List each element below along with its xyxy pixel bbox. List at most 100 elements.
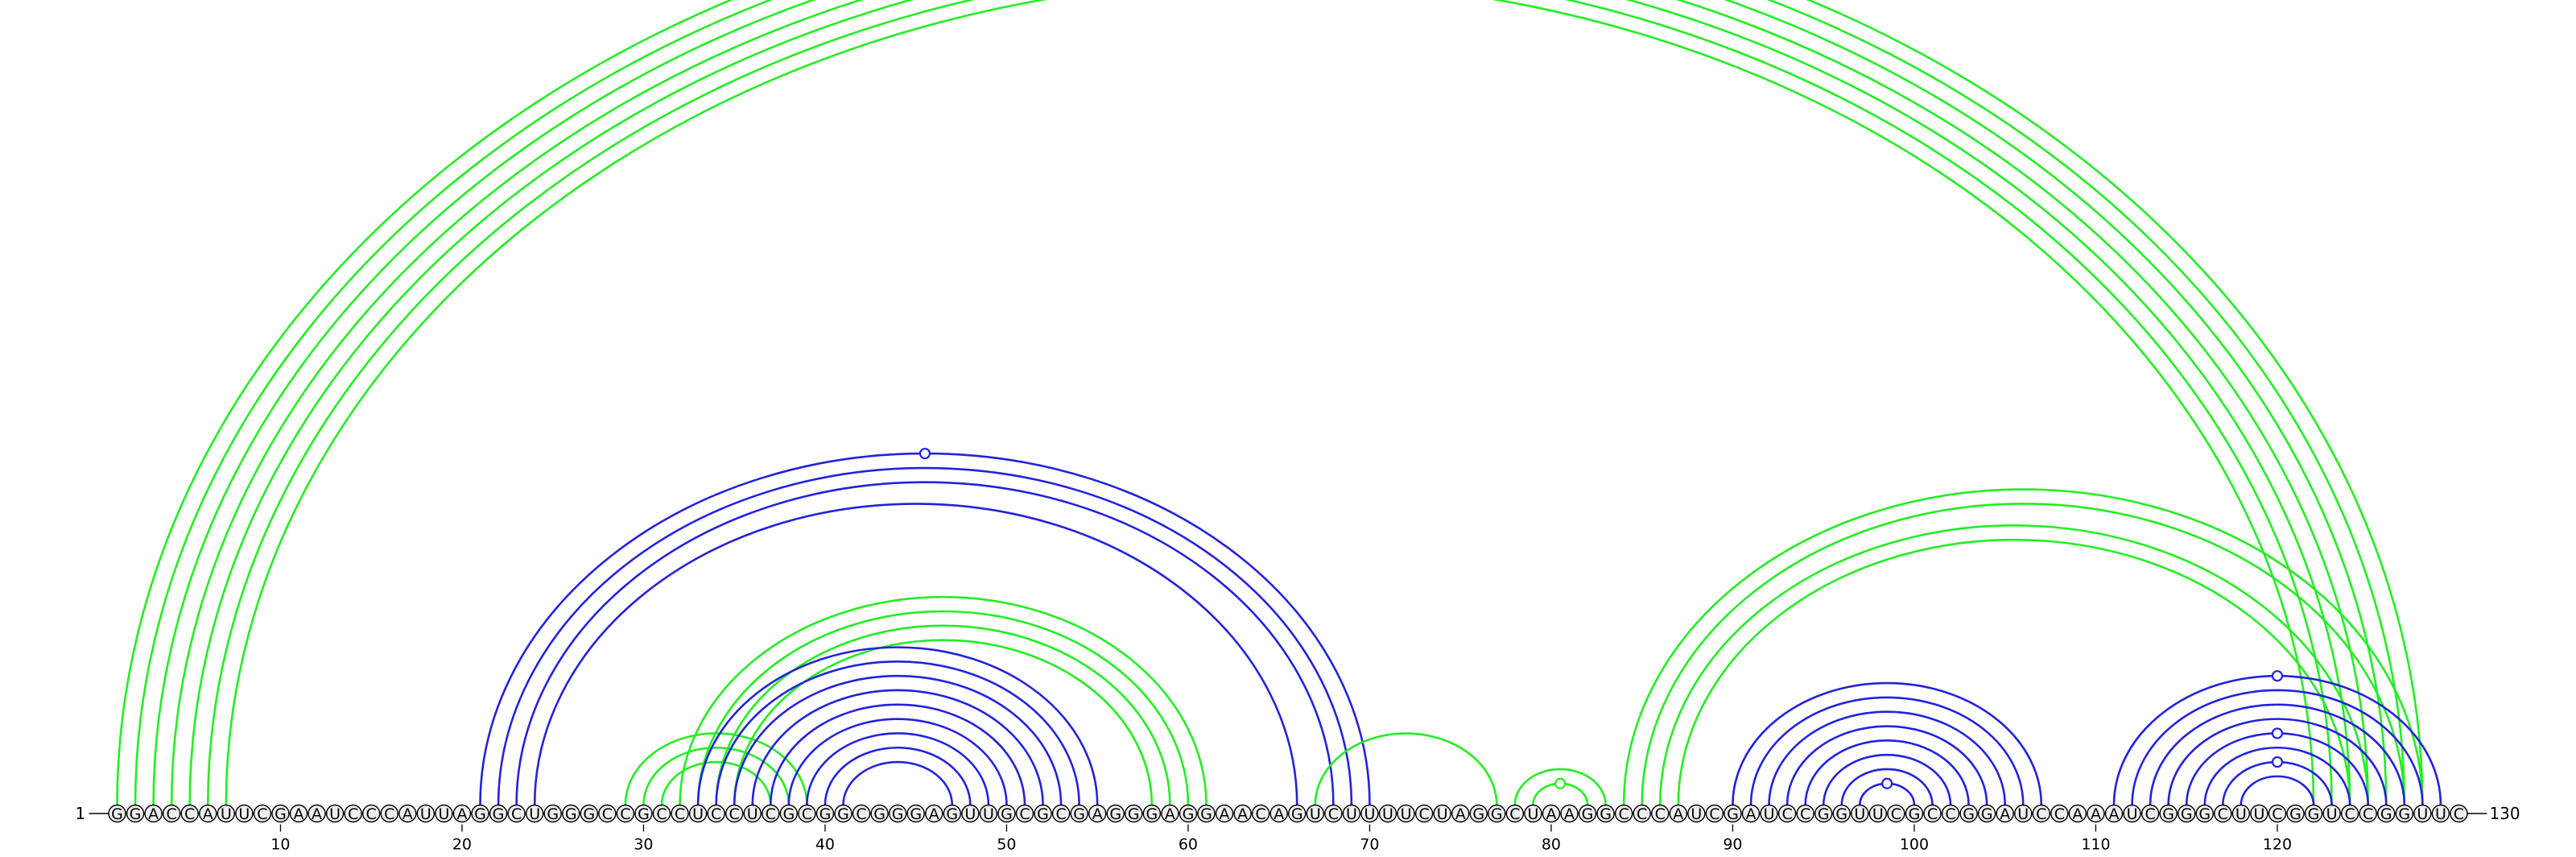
nucleotide-letter: U bbox=[438, 805, 449, 823]
nucleotide-circle bbox=[543, 804, 562, 823]
arc-22-69 bbox=[497, 466, 1353, 805]
arc-39-49 bbox=[806, 732, 990, 805]
nucleotide-circle bbox=[217, 804, 235, 823]
nucleotide: G bbox=[489, 804, 508, 823]
nucleotide: C bbox=[1251, 804, 1270, 823]
nucleotide: U bbox=[1397, 804, 1415, 823]
nucleotide: G bbox=[1905, 804, 1924, 823]
nucleotide-letter: C bbox=[1800, 805, 1810, 823]
nucleotide-letter: C bbox=[1709, 805, 1719, 823]
nucleotide: G bbox=[1596, 804, 1615, 823]
nucleotide-letter: C bbox=[675, 805, 685, 823]
arc-34-54 bbox=[715, 660, 1080, 805]
nucleotide-letter: G bbox=[130, 805, 142, 823]
nucleotide-letter: C bbox=[1509, 805, 1520, 823]
nucleotide-circle bbox=[2032, 804, 2051, 823]
nucleotide: U bbox=[2123, 804, 2141, 823]
nucleotide: A bbox=[1996, 804, 2014, 823]
arc-4-125 bbox=[171, 0, 2368, 805]
nucleotide: G bbox=[2286, 804, 2305, 823]
nucleotide-circle bbox=[162, 804, 181, 823]
nucleotide-letter: C bbox=[366, 805, 377, 823]
nucleotide-circle bbox=[979, 804, 998, 823]
nucleotide: G bbox=[1106, 804, 1125, 823]
nucleotide-letter: C bbox=[1781, 805, 1792, 823]
arc-40-48 bbox=[824, 746, 972, 805]
nucleotide-circle bbox=[1179, 804, 1198, 823]
nucleotide-circle bbox=[2214, 804, 2232, 823]
nucleotide-circle bbox=[2177, 804, 2196, 823]
nucleotide: U bbox=[1306, 804, 1325, 823]
nucleotide-circle bbox=[1251, 804, 1270, 823]
nucleotide-letter: A bbox=[2072, 805, 2083, 823]
nucleotide-circle bbox=[961, 804, 980, 823]
nucleotide: U bbox=[979, 804, 998, 823]
nucleotide-circle bbox=[1977, 804, 1996, 823]
arc-92-105 bbox=[1768, 710, 2006, 805]
nucleotide-circle bbox=[2140, 804, 2160, 823]
nucleotide: G bbox=[562, 804, 580, 823]
nucleotide: U bbox=[2413, 804, 2432, 823]
arc-67-77 bbox=[1314, 732, 1498, 805]
nucleotide-letter: G bbox=[1037, 805, 1049, 823]
nucleotide-circle bbox=[1034, 804, 1052, 823]
nucleotide: G bbox=[2395, 804, 2414, 823]
nucleotide: C bbox=[1051, 804, 1071, 823]
tick-label: 70 bbox=[1360, 836, 1379, 854]
nucleotide-circle bbox=[2431, 804, 2450, 823]
pair-markers bbox=[919, 447, 2284, 789]
nucleotide: A bbox=[452, 804, 472, 823]
nucleotide-letter: G bbox=[819, 805, 832, 823]
nucleotide-letter: C bbox=[856, 805, 866, 823]
nucleotide-letter: G bbox=[892, 805, 904, 823]
nucleotide-letter: A bbox=[2091, 805, 2101, 823]
nucleotide: U bbox=[1378, 804, 1397, 823]
nucleotide-circle bbox=[1651, 804, 1670, 823]
nucleotide-letter: A bbox=[402, 805, 413, 823]
nucleotide: G bbox=[2177, 804, 2196, 823]
arc-35-53 bbox=[733, 674, 1063, 805]
nucleotide-circle bbox=[1142, 804, 1162, 823]
nucleotide-circle bbox=[308, 804, 326, 823]
nucleotide-letter: U bbox=[2235, 805, 2247, 823]
nucleotide: G bbox=[543, 804, 562, 823]
arc-86-125 bbox=[1658, 524, 2369, 805]
nucleotide-letter: A bbox=[1546, 805, 1556, 823]
nucleotide-circle bbox=[815, 804, 835, 823]
nucleotide-circle bbox=[2413, 804, 2432, 823]
nucleotide-letter: U bbox=[1310, 805, 1321, 823]
nucleotide-circle bbox=[126, 804, 145, 823]
nucleotide: G bbox=[1977, 804, 1996, 823]
nucleotide-letter: C bbox=[1328, 805, 1339, 823]
nucleotide: C bbox=[1887, 804, 1905, 823]
nucleotide-circle bbox=[1378, 804, 1397, 823]
nucleotide: A bbox=[2104, 804, 2124, 823]
nucleotide-circle bbox=[344, 804, 362, 823]
nucleotide: G bbox=[2195, 804, 2214, 823]
arc-78-83 bbox=[1513, 768, 1607, 805]
nucleotide: U bbox=[1687, 804, 1706, 823]
nucleotide-circle bbox=[725, 804, 744, 823]
nucleotide: A bbox=[2087, 804, 2105, 823]
nucleotide-letter: G bbox=[275, 805, 287, 823]
nucleotide: G bbox=[1469, 804, 1488, 823]
nucleotide-letter: A bbox=[1165, 805, 1175, 823]
arc-96-101 bbox=[1840, 768, 1934, 805]
nucleotide-letter: G bbox=[2380, 805, 2392, 823]
nucleotide-letter: C bbox=[167, 805, 177, 823]
nucleotide-circle bbox=[2104, 804, 2124, 823]
nucleotide: A bbox=[1560, 804, 1579, 823]
nucleotide-circle bbox=[1614, 804, 1633, 823]
nucleotide-circle bbox=[289, 804, 308, 823]
nucleotide-letter: G bbox=[1491, 805, 1503, 823]
tick-label: 90 bbox=[1723, 836, 1742, 854]
nucleotide-letter: C bbox=[257, 805, 267, 823]
arc-24-66 bbox=[533, 503, 1298, 805]
tick-label: 60 bbox=[1179, 836, 1198, 854]
nucleotide: C bbox=[2359, 804, 2377, 823]
arc-95-102 bbox=[1822, 753, 1952, 805]
nucleotide-circle bbox=[1197, 804, 1216, 823]
nucleotide-circle bbox=[888, 804, 907, 823]
nucleotide-circle bbox=[798, 804, 816, 823]
nucleotide-circle bbox=[1088, 804, 1107, 823]
